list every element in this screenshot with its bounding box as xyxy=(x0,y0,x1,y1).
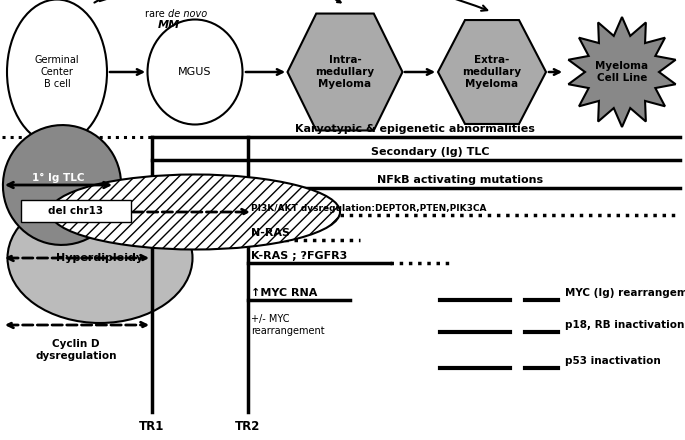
Text: N-RAS: N-RAS xyxy=(251,228,290,238)
Text: Karyotypic & epigenetic abnormalities: Karyotypic & epigenetic abnormalities xyxy=(295,124,535,134)
Polygon shape xyxy=(288,14,403,130)
Text: de novo: de novo xyxy=(168,9,208,19)
Text: Germinal
Center
B cell: Germinal Center B cell xyxy=(35,55,79,88)
Text: Extra-
medullary
Myeloma: Extra- medullary Myeloma xyxy=(462,55,521,88)
Ellipse shape xyxy=(8,193,192,323)
Text: NFkB activating mutations: NFkB activating mutations xyxy=(377,175,543,185)
Text: MM: MM xyxy=(158,20,180,30)
Text: TR1: TR1 xyxy=(139,419,164,433)
Text: p53 inactivation: p53 inactivation xyxy=(565,356,661,366)
Text: 1° Ig TLC: 1° Ig TLC xyxy=(32,173,84,183)
Text: Intra-
medullary
Myeloma: Intra- medullary Myeloma xyxy=(315,55,375,88)
Text: p18, RB inactivation: p18, RB inactivation xyxy=(565,320,684,330)
Text: K-RAS ; ?FGFR3: K-RAS ; ?FGFR3 xyxy=(251,251,347,261)
Text: TR2: TR2 xyxy=(236,419,261,433)
Text: Hyperdiploidy: Hyperdiploidy xyxy=(56,253,144,263)
Polygon shape xyxy=(438,20,546,124)
Text: Cyclin D
dysregulation: Cyclin D dysregulation xyxy=(35,339,116,361)
Text: +/- MYC
rearrangement: +/- MYC rearrangement xyxy=(251,314,325,336)
Ellipse shape xyxy=(50,175,340,249)
Text: del chr13: del chr13 xyxy=(49,206,103,216)
Text: MYC (Ig) rearrangement: MYC (Ig) rearrangement xyxy=(565,288,685,298)
Text: MGUS: MGUS xyxy=(178,67,212,77)
Text: ↑MYC RNA: ↑MYC RNA xyxy=(251,288,317,298)
Ellipse shape xyxy=(3,125,121,245)
Text: PI3K/AKT dysregulation:DEPTOR,PTEN,PIK3CA: PI3K/AKT dysregulation:DEPTOR,PTEN,PIK3C… xyxy=(251,204,486,213)
Ellipse shape xyxy=(147,19,242,125)
Text: Secondary (Ig) TLC: Secondary (Ig) TLC xyxy=(371,147,489,157)
Ellipse shape xyxy=(7,0,107,144)
FancyBboxPatch shape xyxy=(21,200,131,222)
Text: Myeloma
Cell Line: Myeloma Cell Line xyxy=(595,61,649,83)
Polygon shape xyxy=(569,17,675,127)
Text: rare: rare xyxy=(145,9,168,19)
